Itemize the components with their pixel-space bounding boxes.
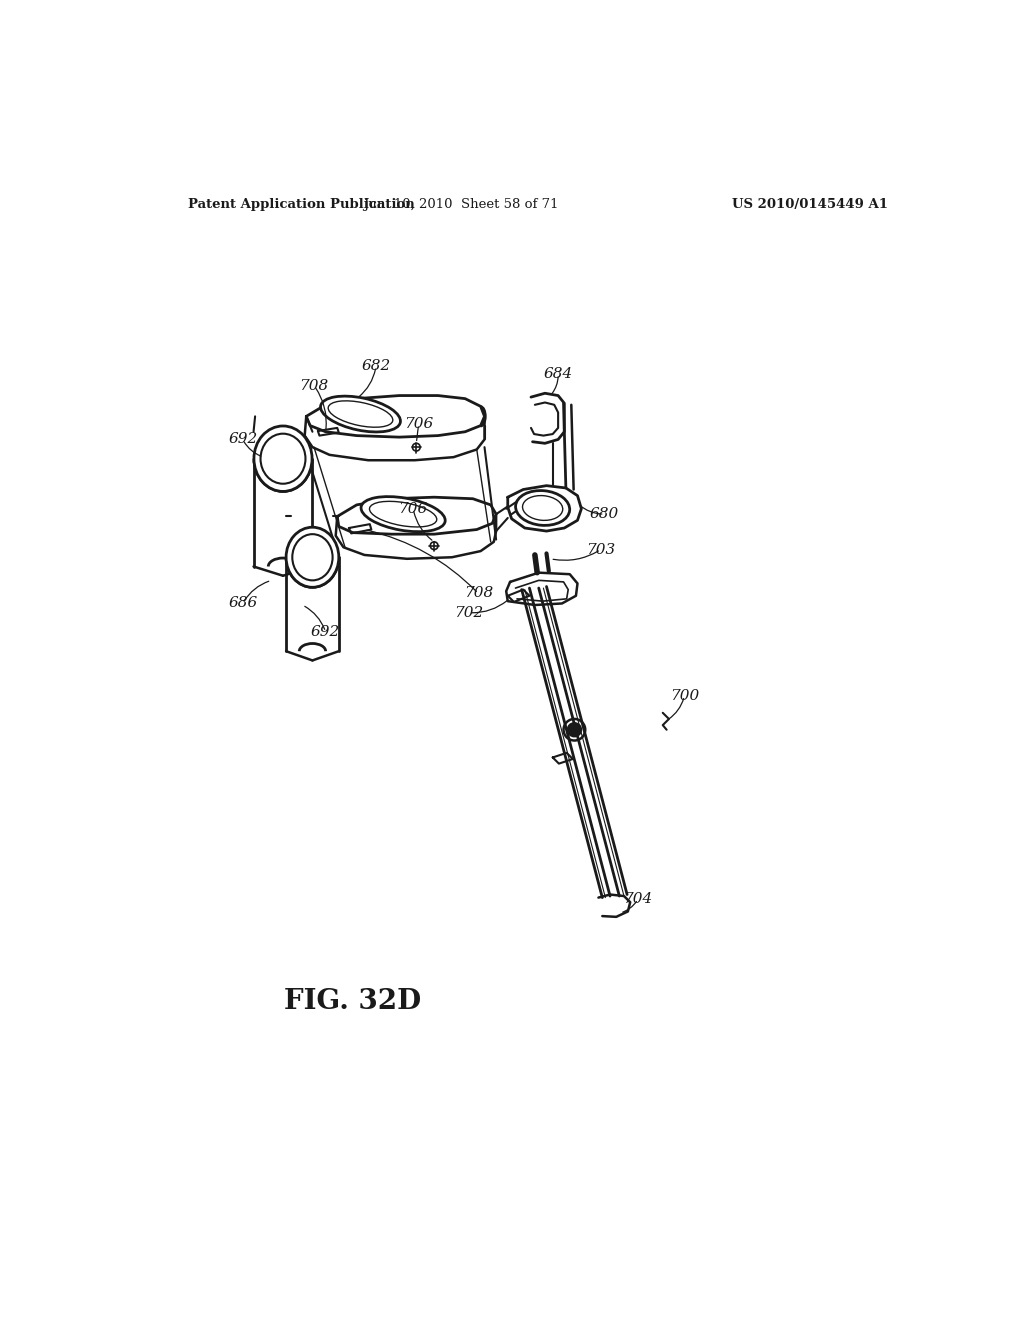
Text: 706: 706: [404, 417, 433, 432]
Text: 700: 700: [670, 689, 699, 702]
Text: 702: 702: [455, 606, 483, 619]
Text: Patent Application Publication: Patent Application Publication: [188, 198, 415, 211]
Text: 682: 682: [361, 359, 390, 374]
Text: 692: 692: [311, 624, 340, 639]
Text: 686: 686: [228, 597, 257, 610]
Text: FIG. 32D: FIG. 32D: [285, 989, 421, 1015]
Ellipse shape: [321, 396, 400, 432]
Text: 706: 706: [398, 502, 428, 516]
Ellipse shape: [254, 426, 312, 491]
Text: 680: 680: [590, 507, 620, 521]
Ellipse shape: [286, 527, 339, 587]
Text: 692: 692: [228, 433, 257, 446]
Text: 708: 708: [464, 586, 493, 601]
Text: Jun. 10, 2010  Sheet 58 of 71: Jun. 10, 2010 Sheet 58 of 71: [364, 198, 559, 211]
Text: 703: 703: [586, 543, 615, 557]
Circle shape: [566, 722, 583, 738]
Text: 684: 684: [544, 367, 572, 381]
Text: 708: 708: [299, 379, 329, 392]
Text: 704: 704: [624, 892, 652, 906]
Ellipse shape: [361, 496, 445, 532]
Ellipse shape: [515, 491, 569, 525]
Text: US 2010/0145449 A1: US 2010/0145449 A1: [732, 198, 889, 211]
